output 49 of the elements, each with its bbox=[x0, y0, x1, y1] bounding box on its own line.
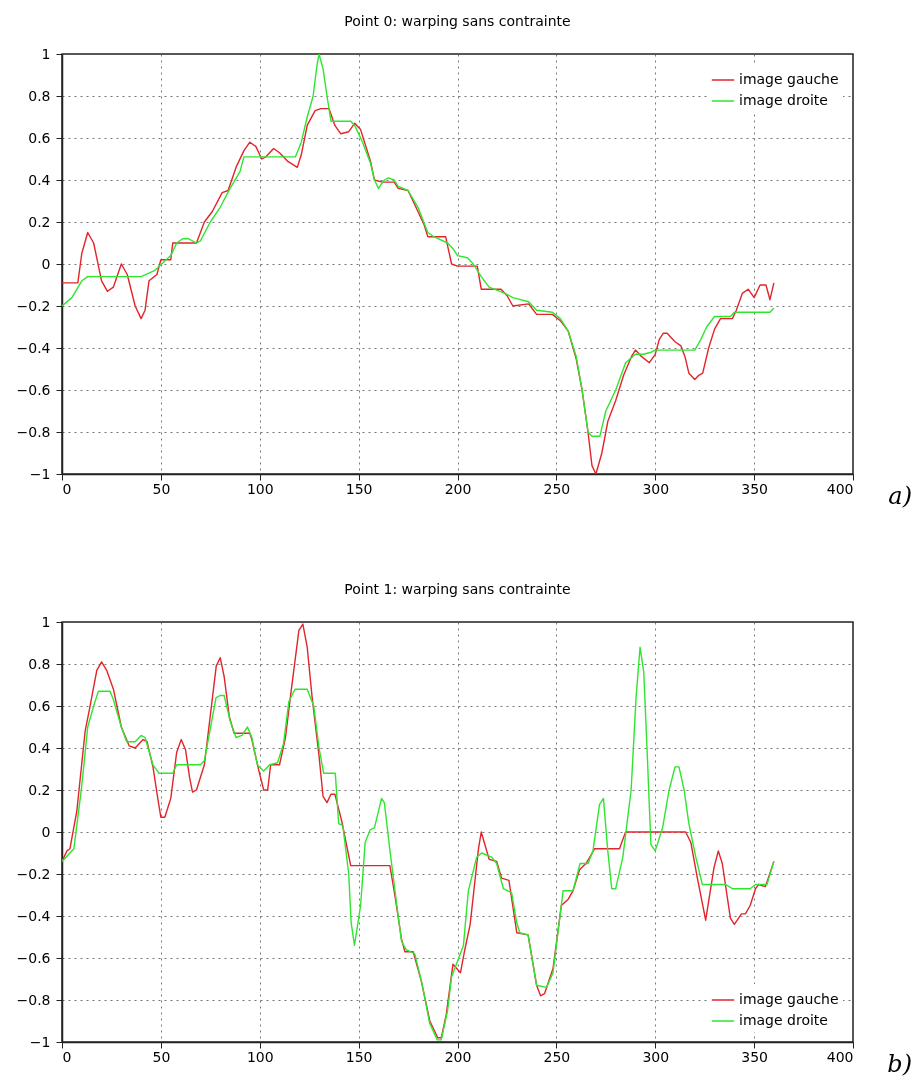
y-tick-label: 0.4 bbox=[28, 739, 51, 756]
y-tick-label: −0.2 bbox=[16, 297, 51, 314]
legend-label: image droite bbox=[739, 92, 828, 108]
x-tick-label: 150 bbox=[345, 480, 373, 497]
line-series bbox=[62, 107, 775, 474]
y-tick-label: −0.4 bbox=[16, 339, 51, 356]
y-tick-label: 0.4 bbox=[28, 171, 51, 188]
x-tick-label: 50 bbox=[152, 480, 171, 497]
y-tick-label: −0.2 bbox=[16, 865, 51, 882]
y-tick-label: 0.8 bbox=[28, 87, 51, 104]
x-tick-label: 200 bbox=[444, 480, 472, 497]
y-tick-label: 1 bbox=[41, 613, 51, 630]
x-tick-label: 200 bbox=[444, 1048, 472, 1065]
legend-label: image droite bbox=[739, 1012, 828, 1028]
y-tick-label: 1 bbox=[41, 45, 51, 62]
y-tick-label: −0.8 bbox=[16, 423, 51, 440]
y-tick-label: 0.6 bbox=[28, 129, 51, 146]
x-tick-label: 400 bbox=[826, 480, 854, 497]
y-tick-label: 0.2 bbox=[28, 213, 51, 230]
x-tick-label: 300 bbox=[642, 480, 670, 497]
x-tick-label: 250 bbox=[543, 1048, 571, 1065]
x-tick-label: 150 bbox=[345, 1048, 373, 1065]
y-tick-label: −0.8 bbox=[16, 991, 51, 1008]
panel-letter: b) bbox=[887, 1050, 912, 1078]
y-tick-label: 0.6 bbox=[28, 697, 51, 714]
y-tick-label: −0.4 bbox=[16, 907, 51, 924]
x-tick-label: 400 bbox=[826, 1048, 854, 1065]
y-tick-label: −0.6 bbox=[16, 949, 51, 966]
x-tick-label: 350 bbox=[741, 480, 768, 497]
y-tick-label: 0.8 bbox=[28, 655, 51, 672]
legend-label: image gauche bbox=[739, 71, 839, 87]
y-tick-label: −0.6 bbox=[16, 381, 51, 398]
x-tick-label: 100 bbox=[246, 480, 274, 497]
x-tick-label: 250 bbox=[543, 480, 571, 497]
chart-title: Point 1: warping sans contrainte bbox=[344, 581, 571, 597]
y-tick-label: 0 bbox=[41, 823, 51, 840]
y-tick-label: 0.2 bbox=[28, 781, 51, 798]
x-tick-label: 100 bbox=[246, 1048, 274, 1065]
x-tick-label: 50 bbox=[152, 1048, 171, 1065]
y-tick-label: 0 bbox=[41, 255, 51, 272]
y-tick-label: −1 bbox=[29, 465, 51, 482]
x-tick-label: 0 bbox=[62, 480, 72, 497]
x-tick-label: 350 bbox=[741, 1048, 768, 1065]
panel-letter: a) bbox=[888, 482, 912, 510]
chart-title: Point 0: warping sans contrainte bbox=[344, 13, 571, 29]
legend-label: image gauche bbox=[739, 991, 839, 1007]
x-tick-label: 300 bbox=[642, 1048, 670, 1065]
y-tick-label: −1 bbox=[29, 1033, 51, 1050]
x-tick-label: 0 bbox=[62, 1048, 72, 1065]
